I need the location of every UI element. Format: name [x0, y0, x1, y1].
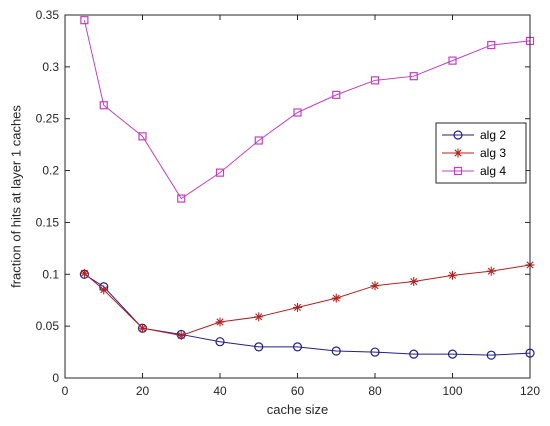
data-point	[292, 342, 303, 352]
data-point	[486, 266, 496, 276]
y-axis-label: fraction of hits at layer 1 caches	[8, 105, 23, 288]
y-tick-label: 0	[52, 371, 59, 385]
data-point	[215, 317, 225, 327]
y-tick-label: 0.1	[42, 267, 59, 281]
x-tick-label: 120	[520, 384, 540, 398]
y-tick-label: 0.2	[42, 164, 59, 178]
plot-area	[65, 15, 530, 378]
data-point	[370, 76, 380, 85]
series-3	[80, 16, 535, 203]
x-tick-label: 20	[136, 384, 150, 398]
y-tick-label: 0.15	[36, 215, 60, 229]
legend-marker	[453, 166, 463, 176]
data-point	[177, 194, 186, 203]
data-point	[409, 349, 419, 359]
legend-label: alg 3	[480, 146, 506, 160]
data-point	[486, 350, 496, 360]
data-point	[331, 346, 341, 356]
data-point	[254, 342, 264, 352]
data-point	[293, 302, 302, 312]
data-point	[331, 293, 341, 303]
data-point	[99, 101, 108, 110]
x-tick-label: 0	[62, 384, 69, 398]
legend-entry: alg 3	[442, 146, 506, 160]
data-point	[370, 281, 380, 291]
data-point	[370, 347, 380, 357]
data-point	[215, 168, 225, 177]
data-point	[409, 277, 419, 287]
data-point	[409, 72, 418, 81]
x-tick-label: 100	[442, 384, 462, 398]
data-point	[176, 330, 186, 340]
data-point	[138, 323, 147, 333]
data-point	[254, 312, 264, 322]
x-tick-label: 80	[368, 384, 382, 398]
data-point	[99, 285, 109, 295]
data-point	[448, 56, 457, 65]
legend-entry: alg 4	[442, 164, 506, 178]
data-point	[254, 136, 263, 145]
x-axis-label: cache size	[267, 402, 328, 417]
data-point	[332, 90, 341, 99]
x-tick-label: 40	[213, 384, 227, 398]
legend-marker	[453, 130, 463, 140]
data-point	[79, 268, 89, 278]
legend-label: alg 4	[480, 164, 506, 178]
legend-label: alg 2	[480, 128, 506, 142]
data-point	[447, 349, 458, 359]
data-point	[293, 108, 302, 117]
ticks-layer: 0 20 40 60 80 100 120 0 0.05 0.1 0.15 0.2 0.25 0.3 0.3…	[36, 8, 541, 398]
data-point	[448, 270, 457, 280]
y-tick-label: 0.05	[36, 319, 60, 333]
series-layer	[79, 16, 535, 360]
legend-marker	[453, 148, 463, 158]
data-point	[215, 337, 225, 347]
legend-entry: alg 2	[442, 128, 506, 142]
data-point	[138, 132, 147, 141]
data-point	[80, 16, 89, 25]
series-2	[79, 260, 535, 340]
y-tick-label: 0.25	[36, 112, 60, 126]
x-tick-label: 60	[291, 384, 305, 398]
y-tick-label: 0.35	[36, 8, 60, 22]
data-point	[487, 40, 496, 50]
series-line	[83, 20, 531, 200]
y-tick-label: 0.3	[42, 60, 59, 74]
legend: alg 2 alg 3 alg 4	[435, 122, 527, 184]
